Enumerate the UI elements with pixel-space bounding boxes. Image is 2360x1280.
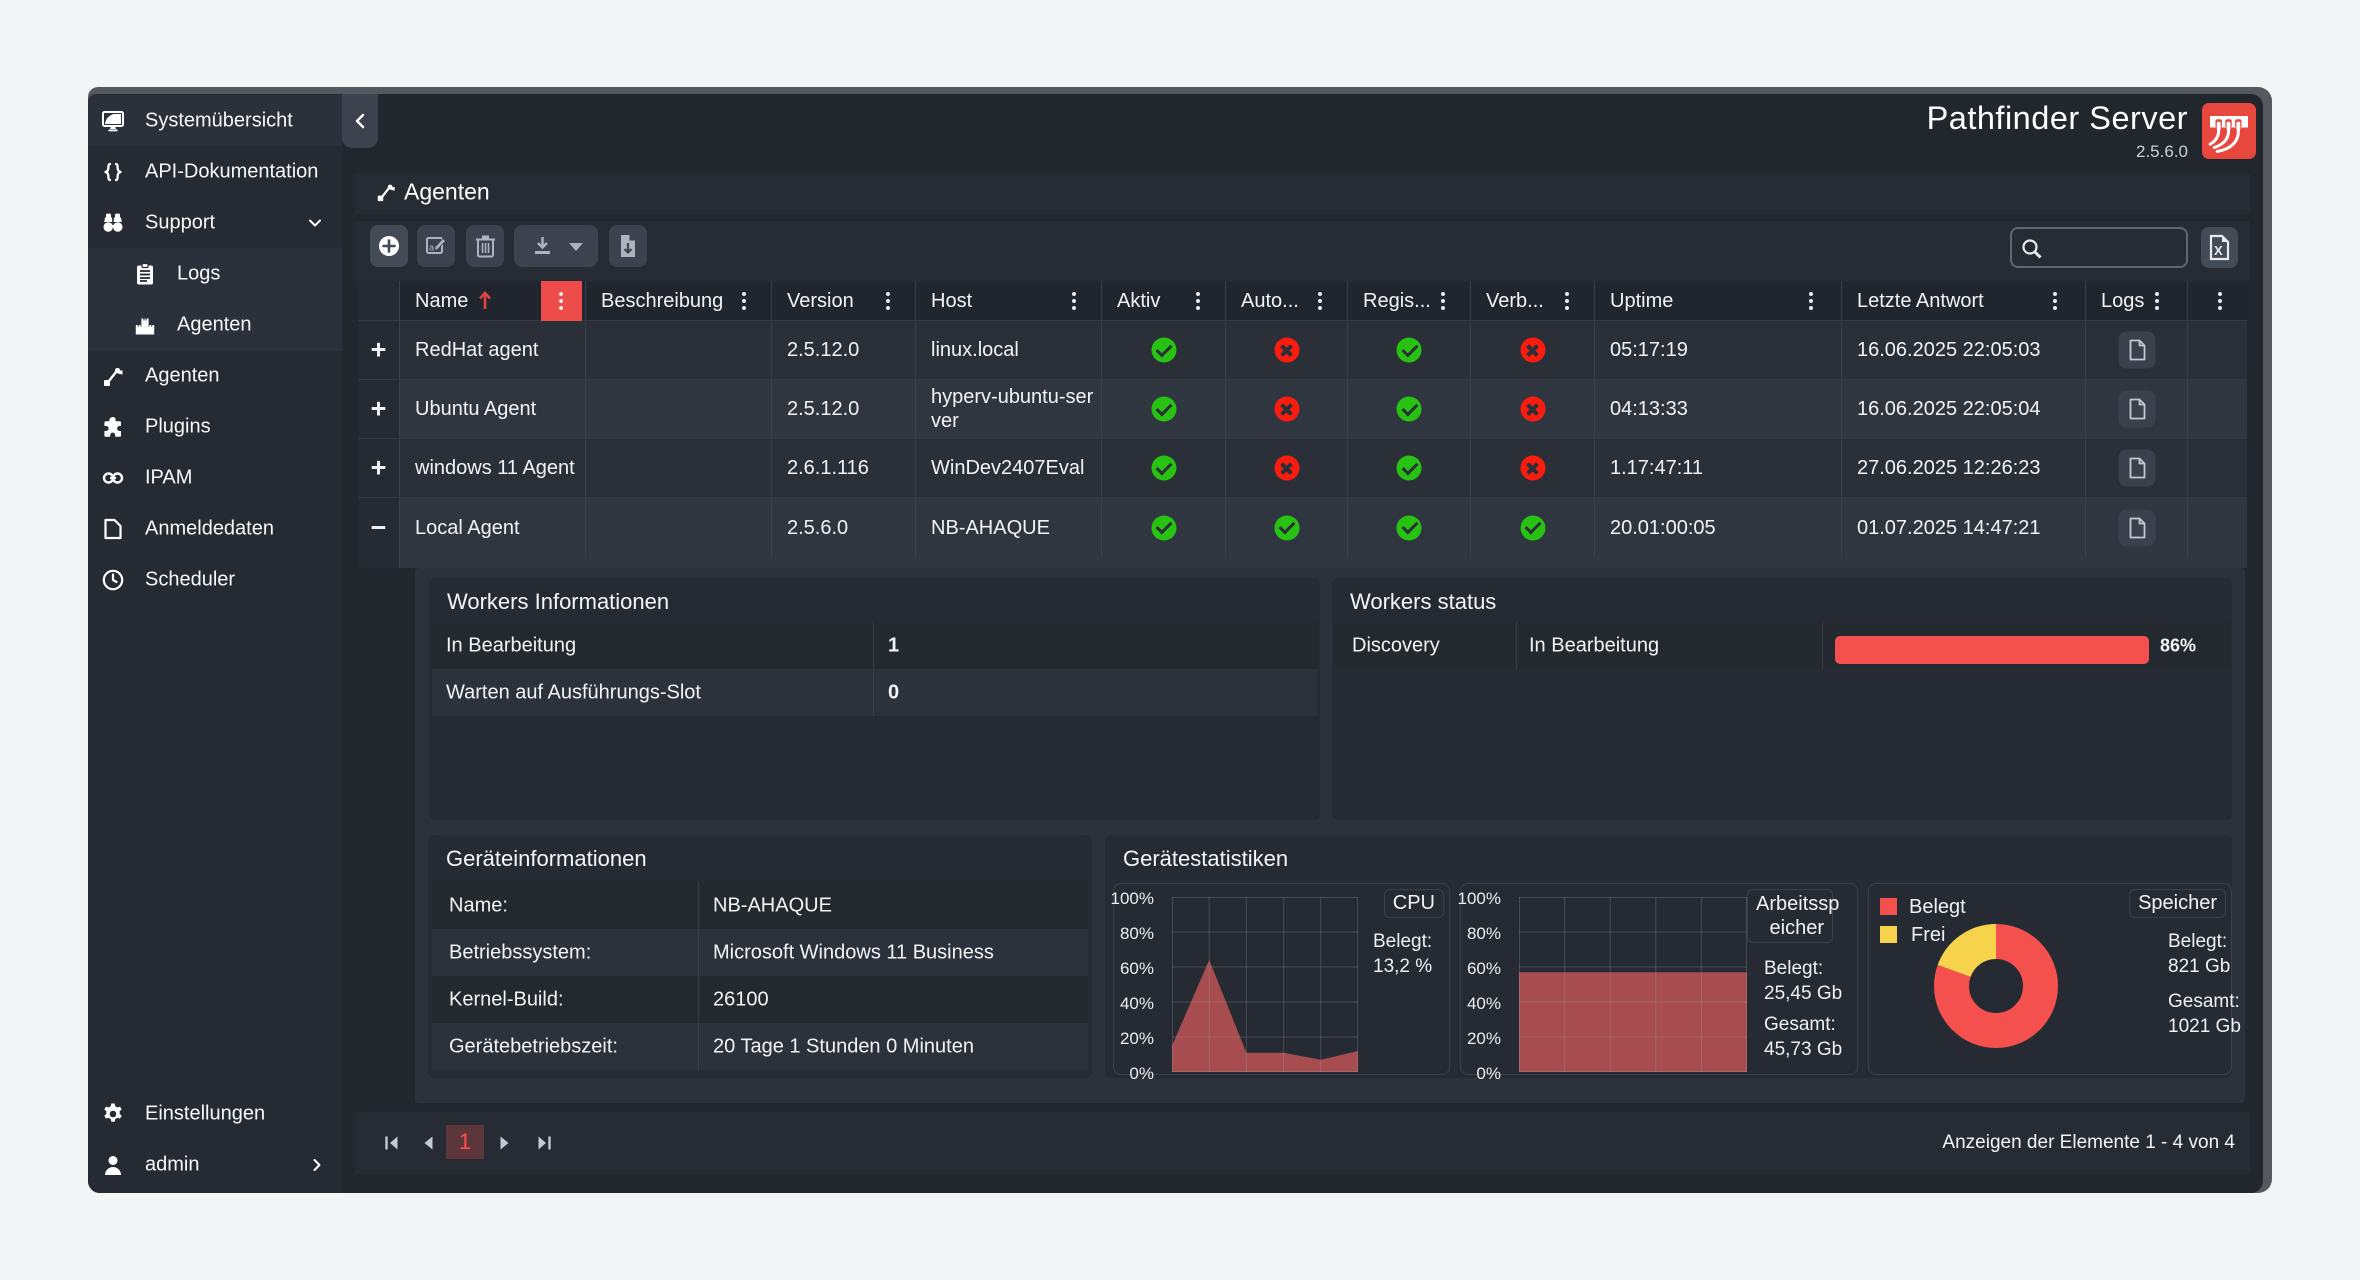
svg-text:X: X bbox=[2214, 243, 2223, 258]
svg-text:a: a bbox=[429, 243, 434, 253]
